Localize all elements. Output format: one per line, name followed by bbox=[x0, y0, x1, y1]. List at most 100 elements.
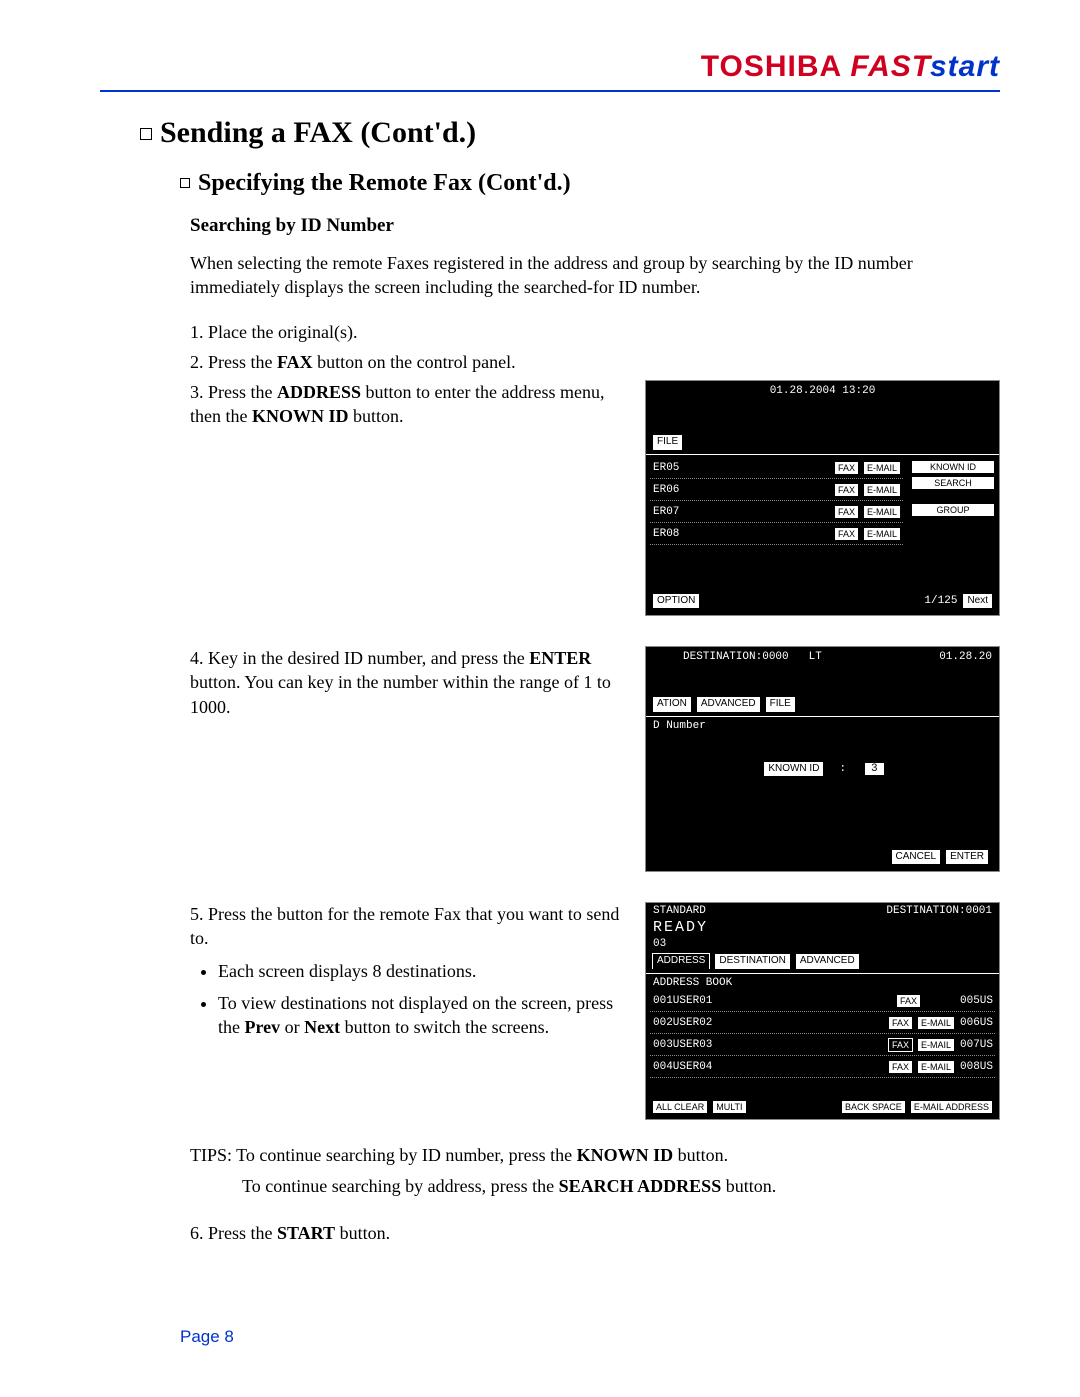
step-5-bullet: Each screen displays 8 destinations. bbox=[218, 959, 625, 983]
step-3-b2: KNOWN ID bbox=[252, 406, 349, 426]
search-address-button[interactable]: SEARCH ADDRESS bbox=[911, 476, 995, 490]
step-3: 3. Press the ADDRESS button to enter the… bbox=[190, 380, 1000, 616]
brand-start: start bbox=[930, 50, 1000, 83]
fax-button[interactable]: FAX bbox=[834, 461, 859, 475]
step-3-b1: ADDRESS bbox=[277, 382, 361, 402]
email-button[interactable]: E-MAIL bbox=[863, 461, 901, 475]
h3-text: Searching by ID Number bbox=[190, 215, 394, 236]
lcd3-row[interactable]: 003USER03FAXE-MAIL007US bbox=[650, 1035, 995, 1056]
tips-l2-post: button. bbox=[721, 1176, 776, 1196]
step-2-text: 2. Press the FAX button on the control p… bbox=[190, 350, 1000, 374]
fax-button[interactable]: FAX bbox=[888, 1016, 913, 1030]
step-4-b: ENTER bbox=[529, 648, 591, 668]
enter-button[interactable]: ENTER bbox=[945, 849, 989, 865]
id-input[interactable]: 3 bbox=[865, 763, 884, 775]
backspace-button[interactable]: BACK SPACE bbox=[841, 1100, 906, 1114]
heading-1: Sending a FAX (Cont'd.) bbox=[140, 116, 1000, 150]
lcd2-tab[interactable]: FILE bbox=[765, 696, 796, 712]
email-button[interactable]: E-MAIL bbox=[863, 483, 901, 497]
lcd1-row[interactable]: ER08 FAX E-MAIL bbox=[650, 524, 903, 545]
lcd-figure-2: DESTINATION:0000 LT 01.28.20 ATION ADVANCE… bbox=[645, 646, 1000, 872]
brand-toshiba: TOSHIBA bbox=[701, 50, 841, 83]
email-button[interactable]: E-MAIL bbox=[917, 1038, 955, 1052]
fax-button[interactable]: FAX bbox=[834, 505, 859, 519]
h1-text: Sending a FAX (Cont'd.) bbox=[160, 116, 476, 149]
brand-fast: FAST bbox=[850, 50, 930, 83]
tips-l1-pre: TIPS: To continue searching by ID number… bbox=[190, 1145, 577, 1165]
lcd1-row[interactable]: ER07 FAX E-MAIL bbox=[650, 502, 903, 523]
step-2-bold: FAX bbox=[277, 352, 313, 372]
lcd2-subtitle: D Number bbox=[650, 720, 709, 732]
step-5-text: 5. Press the button for the remote Fax t… bbox=[190, 902, 645, 1047]
step-5: 5. Press the button for the remote Fax t… bbox=[190, 902, 1000, 1120]
tips-block: TIPS: To continue searching by ID number… bbox=[190, 1140, 1000, 1201]
advanced-tab[interactable]: ADVANCED bbox=[795, 953, 860, 969]
row-id: 002USER02 bbox=[650, 1017, 715, 1029]
step-6-text: 6. Press the START button. bbox=[190, 1221, 1000, 1245]
step-3-pre: 3. Press the bbox=[190, 382, 277, 402]
tips-l1-post: button. bbox=[673, 1145, 728, 1165]
step-5-line: 5. Press the button for the remote Fax t… bbox=[190, 904, 619, 948]
row-right: 008US bbox=[957, 1061, 995, 1073]
lcd3-sub: 03 bbox=[650, 938, 669, 950]
step-6-post: button. bbox=[335, 1223, 390, 1243]
lcd2-date: 01.28.20 bbox=[936, 651, 995, 663]
lcd1-row[interactable]: ER05FAXE-MAIL bbox=[650, 458, 903, 479]
lcd1-pagecount: 1/125 bbox=[921, 595, 960, 607]
email-button[interactable]: E-MAIL bbox=[917, 1016, 955, 1030]
step-5-bullet: To view destinations not displayed on th… bbox=[218, 991, 625, 1040]
step-3-text: 3. Press the ADDRESS button to enter the… bbox=[190, 380, 645, 429]
next-button[interactable]: Next bbox=[962, 593, 993, 609]
row-id: 004USER04 bbox=[650, 1061, 715, 1073]
lcd3-row[interactable]: 004USER04 FAX E-MAIL008US bbox=[650, 1057, 995, 1078]
step-6-pre: 6. Press the bbox=[190, 1223, 277, 1243]
lcd1-row-label: ER07 bbox=[650, 506, 682, 518]
multi-button[interactable]: MULTI bbox=[712, 1100, 746, 1114]
address-tab[interactable]: ADDRESS bbox=[652, 953, 710, 969]
fax-button[interactable]: FAX bbox=[834, 483, 859, 497]
fax-button[interactable]: FAX bbox=[888, 1060, 913, 1074]
lcd2-tab[interactable]: ADVANCED bbox=[696, 696, 761, 712]
lcd1-file-tab[interactable]: FILE bbox=[652, 434, 683, 450]
heading-2: Specifying the Remote Fax (Cont'd.) bbox=[180, 170, 1000, 197]
cancel-button[interactable]: CANCEL bbox=[891, 849, 942, 865]
all-clear-button[interactable]: ALL CLEAR bbox=[652, 1100, 708, 1114]
lcd1-row[interactable]: ER06FAXE-MAIL bbox=[650, 480, 903, 501]
lcd3-standard: STANDARD bbox=[650, 905, 709, 917]
lcd1-row-label: ER08 bbox=[650, 528, 682, 540]
page-number: Page 8 bbox=[180, 1327, 234, 1347]
group-button[interactable]: GROUP bbox=[911, 503, 995, 517]
row-right: 006US bbox=[957, 1017, 995, 1029]
step-4-post: button. You can key in the number within… bbox=[190, 672, 611, 716]
lcd2-lt: LT bbox=[806, 651, 825, 663]
known-id-label: KNOWN ID bbox=[763, 761, 824, 777]
tips-line-2: To continue searching by address, press … bbox=[242, 1171, 1000, 1202]
lcd3-row[interactable]: 002USER02 FAX E-MAIL006US bbox=[650, 1013, 995, 1034]
step-2: 2. Press the FAX button on the control p… bbox=[190, 350, 1000, 374]
step-4-pre: 4. Key in the desired ID number, and pre… bbox=[190, 648, 529, 668]
lcd3-row[interactable]: 001USER01FAX005US bbox=[650, 991, 995, 1012]
fax-button[interactable]: FAX bbox=[834, 527, 859, 541]
bullet-square-icon bbox=[140, 128, 152, 140]
bullet-square-icon bbox=[180, 178, 190, 188]
fax-button[interactable]: FAX bbox=[896, 994, 921, 1008]
fax-button[interactable]: FAX bbox=[888, 1038, 913, 1052]
row-right: 005US bbox=[957, 995, 995, 1007]
lcd3-subtitle: ADDRESS BOOK bbox=[650, 977, 735, 989]
lcd2-tab[interactable]: ATION bbox=[652, 696, 692, 712]
email-button[interactable]: E-MAIL bbox=[863, 527, 901, 541]
lcd3-ready: READY bbox=[650, 919, 711, 936]
step-1-text: 1. Place the original(s). bbox=[190, 320, 1000, 344]
option-button[interactable]: OPTION bbox=[652, 593, 700, 609]
email-address-button[interactable]: E-MAIL ADDRESS bbox=[910, 1100, 993, 1114]
lcd2-destination: DESTINATION:0000 bbox=[680, 651, 792, 663]
row-id: 003USER03 bbox=[650, 1039, 715, 1051]
brand-header: TOSHIBA FASTstart bbox=[100, 50, 1000, 90]
known-id-button[interactable]: KNOWN ID bbox=[911, 460, 995, 474]
step-2-pre: 2. Press the bbox=[190, 352, 277, 372]
email-button[interactable]: E-MAIL bbox=[863, 505, 901, 519]
step-4-text: 4. Key in the desired ID number, and pre… bbox=[190, 646, 645, 719]
email-button[interactable]: E-MAIL bbox=[917, 1060, 955, 1074]
destination-tab[interactable]: DESTINATION bbox=[714, 953, 790, 969]
step-1: 1. Place the original(s). bbox=[190, 320, 1000, 344]
